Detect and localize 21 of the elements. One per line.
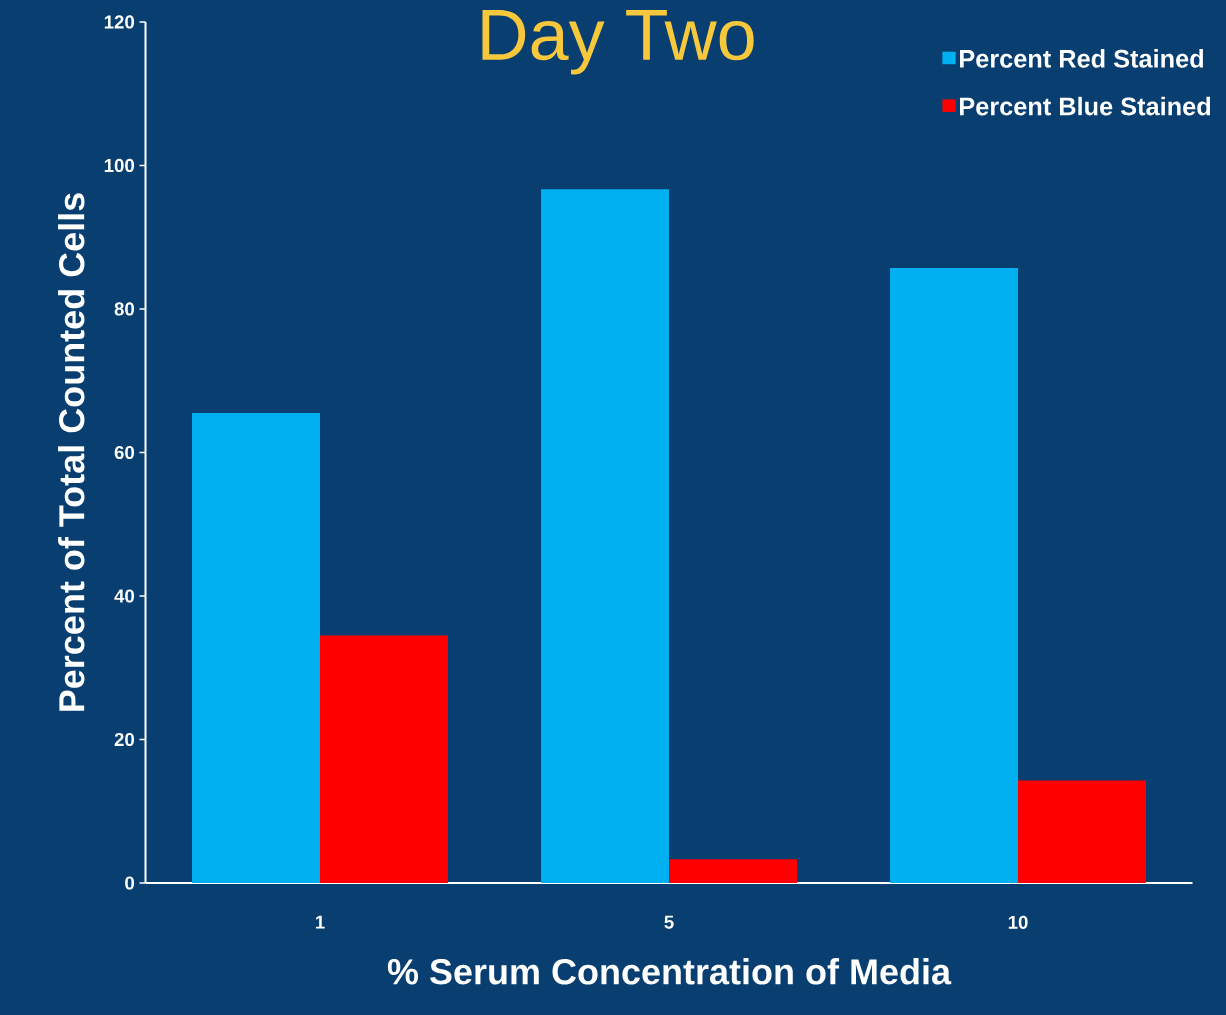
y-tick-label: 40 [114,589,135,603]
y-axis-title: Percent of Total Counted Cells [58,193,85,711]
chart-title: Day Two [482,10,754,75]
bar [541,189,670,883]
y-tick-label: 20 [114,732,135,747]
y-tick-label: 120 [104,15,135,29]
y-tick-label: 80 [114,302,135,316]
bar [890,268,1019,883]
bar [320,635,449,883]
legend-label: Percent Blue Stained [960,96,1211,116]
x-axis-title: % Serum Concentration of Media [387,958,952,985]
legend-label: Percent Red Stained [960,49,1203,68]
x-tick-label: 5 [664,915,674,929]
bar [192,413,321,883]
bar [669,859,798,883]
y-tick-label: 100 [104,158,135,173]
x-tick-label: 1 [315,915,325,929]
y-tick-label: 60 [114,445,135,460]
y-tick-label: 0 [125,876,135,890]
x-tick-label: 10 [1008,915,1028,929]
bar [1018,780,1147,883]
